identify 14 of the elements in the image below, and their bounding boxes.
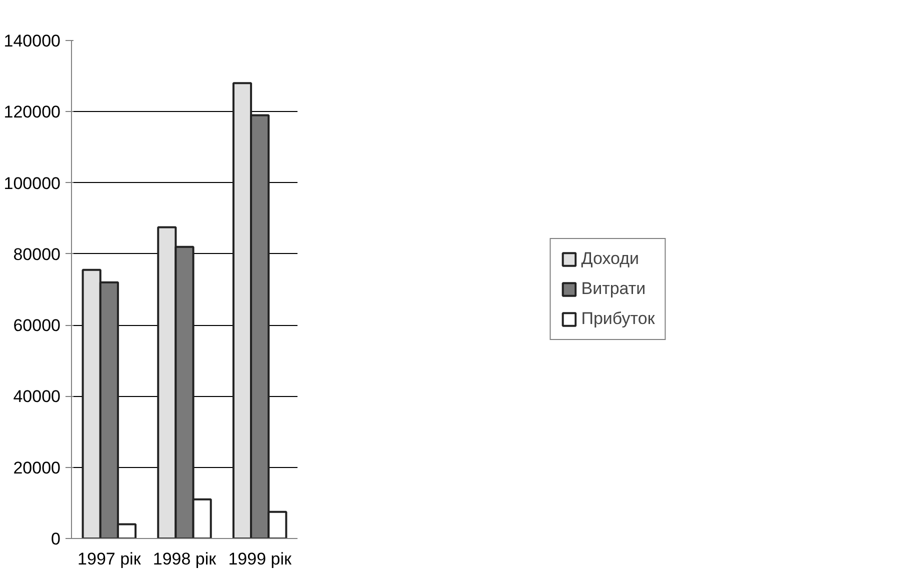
y-tick-label: 100000 <box>4 174 61 193</box>
legend-label: Витрати <box>581 279 646 299</box>
x-tick-label: 1997 рік <box>78 550 142 568</box>
y-tick-label: 0 <box>51 530 61 548</box>
y-tick-label: 60000 <box>13 316 61 336</box>
y-tick-label: 140000 <box>4 32 61 50</box>
legend-label: Доходи <box>581 249 640 269</box>
legend-label: Прибуток <box>581 309 655 329</box>
y-tick-label: 80000 <box>13 244 61 264</box>
x-tick-label: 1999 рік <box>228 550 292 568</box>
y-tick-label: 20000 <box>13 458 61 478</box>
y-tick-label: 40000 <box>13 387 61 406</box>
x-tick-label: 1998 рік <box>152 550 217 568</box>
y-tick-label: 120000 <box>4 102 61 122</box>
